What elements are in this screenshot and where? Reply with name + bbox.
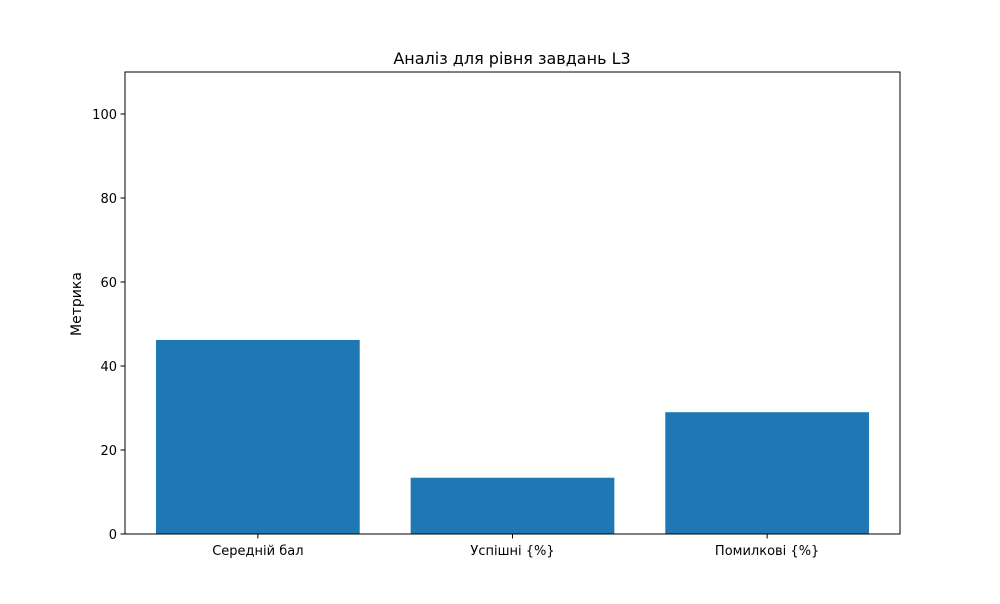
y-tick-label: 0 [109,528,117,543]
bar [156,339,360,534]
y-axis-label: Метрика [69,272,85,336]
y-tick-label: 40 [100,360,117,375]
y-tick-label: 100 [92,108,117,123]
x-tick-label: Середній бал [212,544,303,559]
y-tick-label: 60 [100,276,117,291]
y-tick-label: 80 [100,192,117,207]
bar [665,412,869,534]
plot-frame [124,71,901,535]
bars-layer [156,339,869,534]
x-tick-label: Помилкові {%} [715,544,819,559]
x-tick-label: Успішні {%} [470,544,554,559]
bar [410,477,615,534]
y-ticks-layer: 0 20 40 60 80 100 [92,108,125,543]
chart-title: Аналіз для рівня завдань L3 [393,49,630,68]
x-ticks-layer: Середній бал Успішні {%} Помилкові {%} [212,534,819,559]
y-tick-label: 20 [100,444,117,459]
